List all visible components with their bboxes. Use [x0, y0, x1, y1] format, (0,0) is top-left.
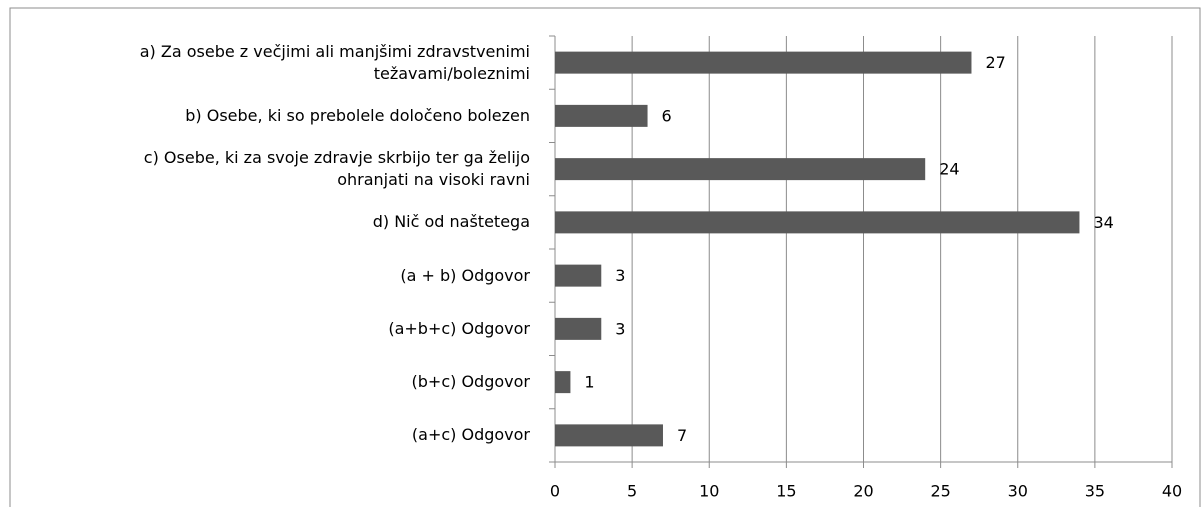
value-label: 3 [615, 319, 625, 338]
x-tick-label: 40 [1162, 482, 1182, 501]
value-label: 1 [584, 373, 594, 392]
y-tick-label: d) Nič od naštetega [372, 212, 530, 232]
bar [555, 371, 571, 394]
value-label: 6 [662, 106, 672, 125]
bar [555, 51, 972, 74]
x-tick-label: 30 [1008, 482, 1028, 501]
bar [555, 104, 648, 127]
x-tick-label: 15 [776, 482, 796, 501]
value-label: 7 [677, 426, 687, 445]
y-tick-label: c) Osebe, ki za svoje zdravje skrbijo te… [143, 148, 530, 190]
x-tick-label: 25 [930, 482, 950, 501]
y-tick-label: (a+c) Odgovor [411, 425, 530, 445]
y-tick-label: (b+c) Odgovor [411, 372, 530, 392]
frame [9, 7, 1201, 507]
value-label: 27 [985, 53, 1005, 72]
bar [555, 211, 1080, 234]
bar [555, 424, 663, 447]
y-tick-label: (a+b+c) Odgovor [388, 318, 530, 338]
x-tick-label: 5 [627, 482, 637, 501]
y-tick-label: b) Osebe, ki so prebolele določeno bolez… [185, 105, 530, 125]
x-tick-label: 0 [550, 482, 560, 501]
x-tick-label: 10 [699, 482, 719, 501]
bar [555, 158, 926, 181]
x-tick-label: 35 [1085, 482, 1105, 501]
value-label: 3 [615, 266, 625, 285]
value-label: 34 [1093, 213, 1113, 232]
x-tick-label: 20 [853, 482, 873, 501]
y-tick-label: (a + b) Odgovor [400, 265, 530, 285]
bar [555, 317, 602, 340]
bar [555, 264, 602, 287]
y-tick-label: a) Za osebe z večjimi ali manjšimi zdrav… [139, 41, 530, 83]
value-label: 24 [939, 160, 959, 179]
